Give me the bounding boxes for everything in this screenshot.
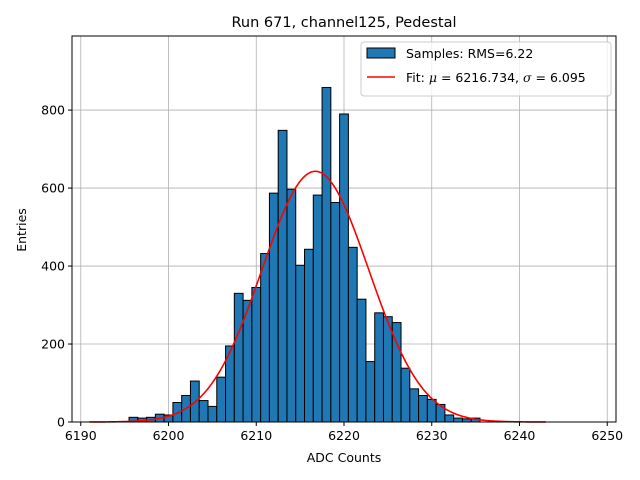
histogram-bar xyxy=(321,86,332,423)
x-tick-label: 6230 xyxy=(416,428,448,443)
x-axis-ticks: 6190 6200 6210 6220 6230 6240 6250 xyxy=(65,422,623,443)
histogram-bar xyxy=(304,248,314,423)
y-tick-label: 800 xyxy=(41,103,65,118)
x-tick-label: 6200 xyxy=(153,428,185,443)
histogram-bar xyxy=(356,298,367,423)
legend-fit-prefix: Fit: xyxy=(406,70,429,85)
histogram-bar xyxy=(233,292,244,423)
histogram-bar xyxy=(444,414,455,423)
y-tick-label: 200 xyxy=(41,337,65,352)
legend-patch-samples xyxy=(366,47,396,59)
y-tick-label: 400 xyxy=(41,259,65,274)
legend-label-samples: Samples: RMS=6.22 xyxy=(406,46,533,61)
histogram-bar xyxy=(330,201,341,423)
x-tick-label: 6210 xyxy=(240,428,272,443)
legend: Samples: RMS=6.22 Fit: μ = 6216.734, σ =… xyxy=(360,41,612,97)
histogram-bar xyxy=(453,417,463,423)
y-tick-label: 0 xyxy=(57,415,65,430)
legend-fit-sigma: σ xyxy=(523,70,532,85)
legend-box xyxy=(360,41,612,97)
legend-label-fit: Fit: μ = 6216.734, σ = 6.095 xyxy=(406,70,586,85)
gaussian-fit xyxy=(89,170,546,423)
histogram-bar xyxy=(277,129,288,423)
histogram-bar xyxy=(198,400,209,423)
chart-title: Run 671, channel125, Pedestal xyxy=(231,15,456,31)
histogram-bar xyxy=(207,405,218,423)
histogram-bar xyxy=(382,316,393,423)
histogram-bar xyxy=(409,388,420,423)
histogram-bar xyxy=(426,398,437,423)
legend-fit-mid: = 6216.734, xyxy=(437,70,523,85)
legend-fit-mu: μ xyxy=(429,70,437,85)
histogram-bar xyxy=(216,376,227,423)
histogram-bar xyxy=(339,113,349,423)
x-axis-label: ADC Counts xyxy=(307,450,382,465)
histogram-bar xyxy=(260,253,270,423)
histogram-bar xyxy=(251,286,262,423)
histogram-bar xyxy=(374,312,384,423)
histogram-bar xyxy=(347,246,358,423)
histogram-bar xyxy=(365,361,376,423)
histogram-bar xyxy=(418,394,428,423)
histogram-bars xyxy=(128,86,481,423)
fit-curve xyxy=(89,170,546,423)
y-axis-ticks: 0 200 400 600 800 xyxy=(41,103,72,430)
y-tick-label: 600 xyxy=(41,181,65,196)
legend-fit-suffix: = 6.095 xyxy=(532,70,586,85)
histogram-bar xyxy=(286,188,297,423)
histogram-bar xyxy=(400,367,411,423)
x-tick-label: 6240 xyxy=(504,428,536,443)
x-tick-label: 6190 xyxy=(65,428,97,443)
x-tick-label: 6220 xyxy=(328,428,360,443)
x-tick-label: 6250 xyxy=(591,428,623,443)
y-axis-label: Entries xyxy=(14,208,29,252)
histogram-bar xyxy=(312,194,323,423)
histogram-bar xyxy=(295,264,306,423)
